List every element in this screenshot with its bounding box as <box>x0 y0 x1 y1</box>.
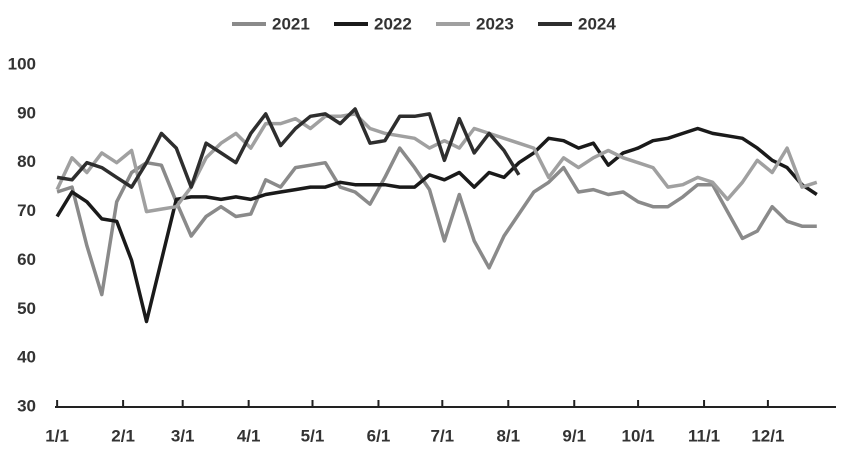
x-tick-label: 7/1 <box>430 426 454 445</box>
y-tick-label: 50 <box>17 299 36 318</box>
x-tick-label: 6/1 <box>367 426 391 445</box>
legend-label: 2021 <box>272 14 310 33</box>
y-tick-label: 90 <box>17 103 36 122</box>
x-tick-label: 5/1 <box>301 426 325 445</box>
x-tick-label: 8/1 <box>496 426 520 445</box>
y-tick-label: 80 <box>17 152 36 171</box>
x-tick-label: 10/1 <box>622 426 655 445</box>
x-tick-label: 11/1 <box>688 426 720 445</box>
y-tick-label: 40 <box>17 348 36 367</box>
x-tick-label: 1/1 <box>45 426 69 445</box>
legend-label: 2022 <box>374 14 412 33</box>
series-line <box>56 146 817 297</box>
y-tick-label: 60 <box>17 250 36 269</box>
x-tick-label: 12/1 <box>751 426 784 445</box>
series-line <box>55 126 818 324</box>
x-tick-label: 4/1 <box>237 426 261 445</box>
x-tick-label: 9/1 <box>562 426 586 445</box>
y-tick-label: 30 <box>17 396 36 415</box>
legend-label: 2023 <box>476 14 514 33</box>
series-line <box>55 112 818 214</box>
x-tick-label: 2/1 <box>111 426 135 445</box>
y-tick-label: 100 <box>8 54 36 73</box>
x-tick-label: 3/1 <box>171 426 195 445</box>
y-tick-label: 70 <box>17 201 36 220</box>
legend-label: 2024 <box>578 14 616 33</box>
series-line <box>56 107 521 189</box>
